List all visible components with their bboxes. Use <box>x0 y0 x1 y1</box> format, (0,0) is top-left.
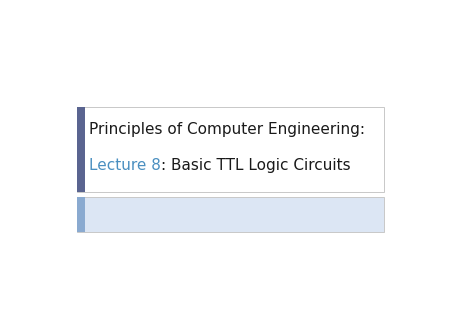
Text: : Basic TTL Logic Circuits: : Basic TTL Logic Circuits <box>161 158 351 173</box>
FancyBboxPatch shape <box>77 107 384 193</box>
Text: Lecture 8: Lecture 8 <box>90 158 161 173</box>
FancyBboxPatch shape <box>77 197 384 232</box>
FancyBboxPatch shape <box>77 107 85 193</box>
FancyBboxPatch shape <box>77 197 85 232</box>
Text: Principles of Computer Engineering:: Principles of Computer Engineering: <box>90 122 365 137</box>
